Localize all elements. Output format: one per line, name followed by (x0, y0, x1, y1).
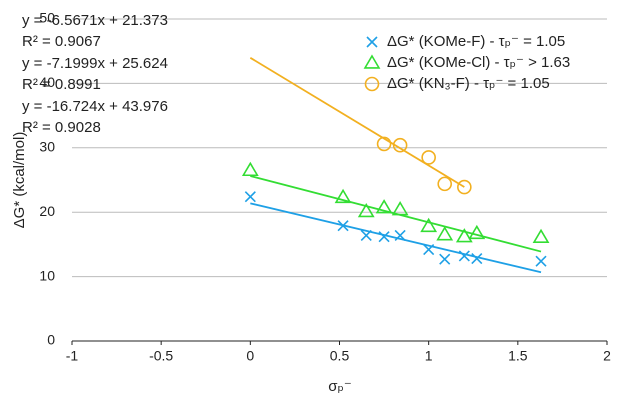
x-axis-title: σₚ⁻ (328, 378, 352, 395)
point (360, 229, 372, 241)
y-tick-label: 30 (39, 139, 55, 155)
legend-marker (364, 76, 380, 92)
legend-label: ΔG* (KN₃-F) - τₚ⁻ = 1.05 (387, 75, 550, 92)
y-tick-label: 40 (39, 74, 55, 90)
x-tick-label: 0 (246, 348, 254, 364)
point (437, 176, 453, 192)
x-tick-label: 1 (425, 348, 433, 364)
point (458, 250, 470, 262)
x-tick-label: -0.5 (149, 348, 173, 364)
point (420, 217, 438, 233)
point (394, 229, 406, 241)
point (378, 231, 390, 243)
point (421, 150, 436, 165)
point (241, 161, 259, 177)
point (439, 253, 451, 265)
y-tick-label: 10 (39, 267, 55, 283)
point (375, 199, 393, 214)
y-tick-label: 20 (39, 203, 55, 219)
point (468, 224, 486, 240)
r-squared: R² = 0.9028 (22, 119, 101, 136)
y-tick-label: 50 (39, 10, 55, 26)
trendline-equation: y = -6.5671x + 21.373 (22, 12, 168, 29)
trendline (249, 57, 465, 188)
legend-label: ΔG* (KOMe-Cl) - τₚ⁻ > 1.63 (387, 54, 570, 71)
point (337, 220, 349, 232)
x-tick-label: 0.5 (330, 348, 350, 364)
y-tick-label: 0 (47, 332, 55, 348)
point (244, 191, 256, 203)
legend-marker (366, 36, 378, 48)
point (457, 179, 472, 195)
point (391, 201, 409, 216)
trendline (250, 202, 542, 274)
point (436, 226, 454, 241)
point (455, 228, 473, 243)
y-axis-title: ΔG* (kcal/mol) (11, 132, 28, 229)
point (535, 255, 547, 267)
point (392, 137, 408, 153)
point (376, 136, 392, 152)
x-tick-label: 2 (603, 348, 611, 364)
r-squared: R² = 0.8991 (22, 76, 101, 93)
point (532, 228, 550, 244)
x-tick-label: 1.5 (508, 348, 528, 364)
legend-marker (363, 54, 381, 69)
point (423, 243, 435, 256)
r-squared: R² = 0.9067 (22, 33, 101, 50)
point (357, 202, 375, 218)
point (334, 188, 352, 204)
point (471, 253, 483, 265)
x-tick-label: -1 (66, 348, 79, 364)
legend-label: ΔG* (KOMe-F) - τₚ⁻ = 1.05 (387, 33, 565, 50)
trendline-equation: y = -16.724x + 43.976 (22, 98, 168, 115)
trendline-equation: y = -7.1999x + 25.624 (22, 55, 168, 72)
